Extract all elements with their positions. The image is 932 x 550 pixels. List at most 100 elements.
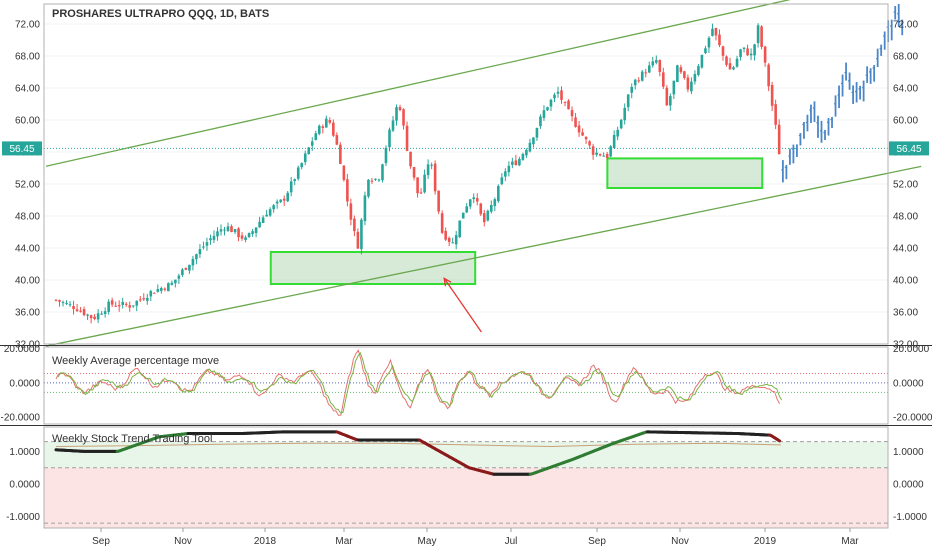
candle-body xyxy=(490,205,493,212)
candle-body xyxy=(426,164,430,176)
trend-tick-label-right: 0.0000 xyxy=(893,480,924,491)
candle-body xyxy=(349,203,353,220)
candle-body xyxy=(651,61,655,66)
candle-body xyxy=(486,210,490,221)
pane-border xyxy=(43,346,889,425)
candle-body xyxy=(307,147,311,154)
candle-body xyxy=(163,288,167,290)
trend-tick-label-left: -1.0000 xyxy=(6,512,40,523)
candle-body xyxy=(293,179,297,182)
projection-bars xyxy=(781,4,904,183)
candle-body xyxy=(609,146,612,157)
candle-body xyxy=(114,305,117,307)
candle-body xyxy=(103,311,107,314)
candle-body xyxy=(507,165,511,173)
candle-body xyxy=(145,297,149,301)
candle-body xyxy=(75,309,79,311)
price-tick-label-right: 52.00 xyxy=(893,180,918,191)
candle-body xyxy=(567,100,570,110)
oscillator-lines xyxy=(44,349,888,416)
candle-body xyxy=(542,110,546,118)
candle-body xyxy=(433,163,437,192)
candle-body xyxy=(658,59,662,72)
candle-body xyxy=(640,71,644,81)
candle-body xyxy=(760,26,763,47)
candle-body xyxy=(742,47,746,49)
candle-body xyxy=(142,298,146,300)
candle-body xyxy=(391,120,395,131)
candle-body xyxy=(532,137,535,145)
candle-body xyxy=(124,303,128,305)
candle-body xyxy=(451,242,454,244)
support-zones xyxy=(269,157,764,285)
candle-body xyxy=(553,94,556,99)
candle-body xyxy=(328,120,332,123)
pane-frames xyxy=(0,3,932,529)
price-tick-label-right: 40.00 xyxy=(893,276,918,287)
candle-body xyxy=(539,116,542,127)
candle-body xyxy=(135,300,139,306)
candle-body xyxy=(644,72,648,74)
candle-body xyxy=(774,104,777,125)
candles xyxy=(54,23,781,324)
candle-body xyxy=(626,94,630,108)
candle-body xyxy=(732,67,735,70)
candle-body xyxy=(240,235,244,239)
price-tick-label-right: 64.00 xyxy=(893,84,918,95)
candle-body xyxy=(514,160,518,166)
candle-body xyxy=(184,267,188,270)
candle-body xyxy=(588,141,591,146)
candle-body xyxy=(402,109,405,126)
candle-body xyxy=(770,85,774,106)
time-axis: Sep Nov 2018 Mar May Jul Sep Nov 2019 Mar xyxy=(92,528,859,547)
trend-tick-label-left: 1.0000 xyxy=(9,447,40,458)
trend-axis: 1.0000 1.0000 0.0000 0.0000 -1.0000 -1.0000 xyxy=(6,447,927,523)
candle-body xyxy=(711,28,714,36)
candle-body xyxy=(735,58,739,67)
candle-body xyxy=(138,299,142,301)
candle-body xyxy=(170,282,174,285)
candle-body xyxy=(275,201,279,204)
candle-body xyxy=(381,164,384,181)
last-price-label-left: 56.45 xyxy=(9,144,34,155)
time-tick-label: Jul xyxy=(505,536,518,547)
oscillator-tick-label-right: 20.0000 xyxy=(893,344,930,355)
candle-body xyxy=(188,264,191,271)
candle-body xyxy=(686,77,690,90)
candle-body xyxy=(777,124,781,155)
price-tick-label-right: 44.00 xyxy=(893,244,918,255)
candle-body xyxy=(482,213,486,223)
chart-title: PROSHARES ULTRAPRO QQQ, 1D, BATS xyxy=(52,8,269,20)
candle-body xyxy=(58,300,61,302)
candle-body xyxy=(367,179,370,197)
price-tick-label-left: 48.00 xyxy=(15,212,40,223)
candle-body xyxy=(683,71,686,78)
time-tick-label: 2019 xyxy=(754,536,777,547)
candle-body xyxy=(623,107,627,121)
candle-body xyxy=(535,127,539,138)
candle-body xyxy=(405,125,409,151)
candle-body xyxy=(310,141,314,146)
candle-body xyxy=(669,96,672,106)
candle-body xyxy=(254,227,258,234)
oscillator-axis: 20.0000 20.0000 0.0000 0.0000 -20.0000 -20.00… xyxy=(1,344,932,423)
candle-body xyxy=(174,279,177,284)
candle-body xyxy=(676,65,679,83)
price-tick-label-left: 72.00 xyxy=(15,20,40,31)
candle-body xyxy=(86,314,89,316)
candle-body xyxy=(152,292,156,294)
candle-body xyxy=(511,161,514,165)
time-tick-label: Nov xyxy=(174,536,192,547)
candle-body xyxy=(700,54,704,68)
candle-body xyxy=(325,118,328,128)
candle-body xyxy=(226,226,230,231)
candle-body xyxy=(314,133,318,140)
candle-body xyxy=(377,179,381,181)
candle-body xyxy=(181,269,184,276)
candle-body xyxy=(261,217,265,223)
candle-body xyxy=(321,126,325,128)
candle-body xyxy=(679,67,683,73)
candle-body xyxy=(697,66,700,76)
candle-body xyxy=(440,213,444,233)
candle-body xyxy=(662,72,665,87)
